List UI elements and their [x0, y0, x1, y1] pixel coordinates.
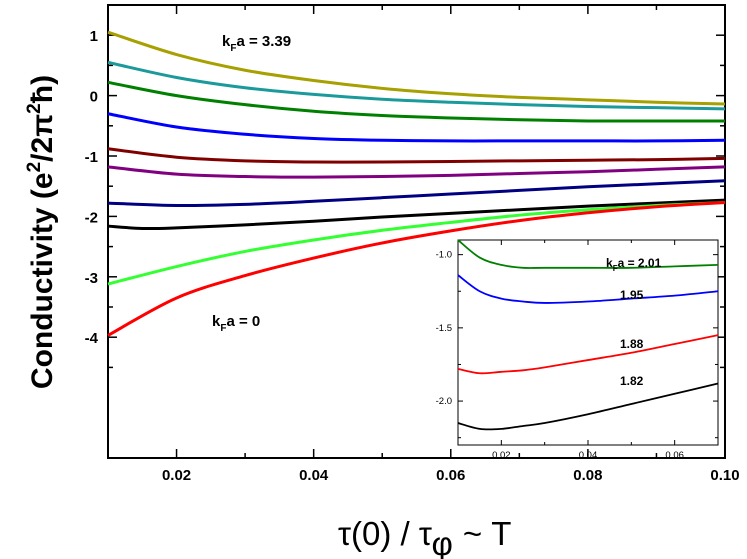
y-tick-label: 1 — [90, 28, 98, 45]
y-tick-label: -1.0 — [436, 250, 452, 261]
main-series-group — [107, 30, 726, 337]
main-series-line-7 — [107, 179, 726, 208]
x-tick-label: 0.04 — [579, 450, 598, 461]
main-plot-frame — [107, 4, 726, 459]
inset-annotation-195: 1.95 — [620, 288, 644, 302]
y-tick-label: -1 — [85, 149, 98, 166]
y-tick-label: -1.5 — [436, 323, 452, 334]
inset-annotation-182: 1.82 — [620, 374, 644, 388]
y-tick-label: -4 — [85, 330, 99, 347]
y-tick-label: -3 — [85, 270, 98, 287]
x-tick-label: 0.08 — [573, 467, 602, 484]
y-tick-label: 0 — [90, 89, 98, 106]
inset-series-line-1 — [457, 239, 719, 269]
main-series-line-9 — [107, 201, 726, 286]
inset-axis-ticks: 0.02 0.04 0.06 -1.0 -1.5 -2.0 — [436, 240, 719, 461]
y-tick-label: -2 — [85, 209, 98, 226]
inset-plot-frame — [457, 239, 719, 446]
inset-series-group — [457, 239, 719, 431]
inset-annotation-kfa: kFa = 2.01 — [606, 256, 662, 273]
inset-series-line-4 — [457, 382, 719, 431]
x-tick-label: 0.04 — [299, 467, 329, 484]
y-axis-title: Conductivity (e2/2π2ħ) — [24, 75, 59, 389]
x-tick-label: 0.06 — [436, 467, 465, 484]
inset-annotation-188: 1.88 — [620, 337, 644, 351]
x-tick-label: 0.10 — [710, 467, 739, 484]
main-series-line-2 — [107, 60, 726, 111]
main-series-line-6 — [107, 165, 726, 179]
main-series-line-4 — [107, 112, 726, 143]
annotation-kfa-zero: kFa = 0 — [212, 313, 260, 334]
main-series-line-1 — [107, 30, 726, 106]
main-series-line-5 — [107, 147, 726, 164]
x-tick-label: 0.02 — [492, 450, 511, 461]
annotation-kfa-max: kFa = 3.39 — [222, 33, 291, 54]
x-axis-title: τ(0) / τφ ~ T — [338, 515, 511, 559]
x-tick-label: 0.06 — [665, 450, 684, 461]
main-axis-ticks: 0.02 0.04 0.06 0.08 0.10 -4 -3 -2 -1 0 1 — [85, 4, 740, 484]
y-tick-label: -2.0 — [436, 396, 452, 407]
inset-series-line-3 — [457, 334, 719, 375]
x-tick-label: 0.02 — [162, 467, 191, 484]
inset-series-line-2 — [457, 274, 719, 304]
main-series-line-3 — [107, 80, 725, 123]
main-series-line-8 — [107, 198, 726, 231]
main-series-line-10 — [107, 201, 726, 337]
